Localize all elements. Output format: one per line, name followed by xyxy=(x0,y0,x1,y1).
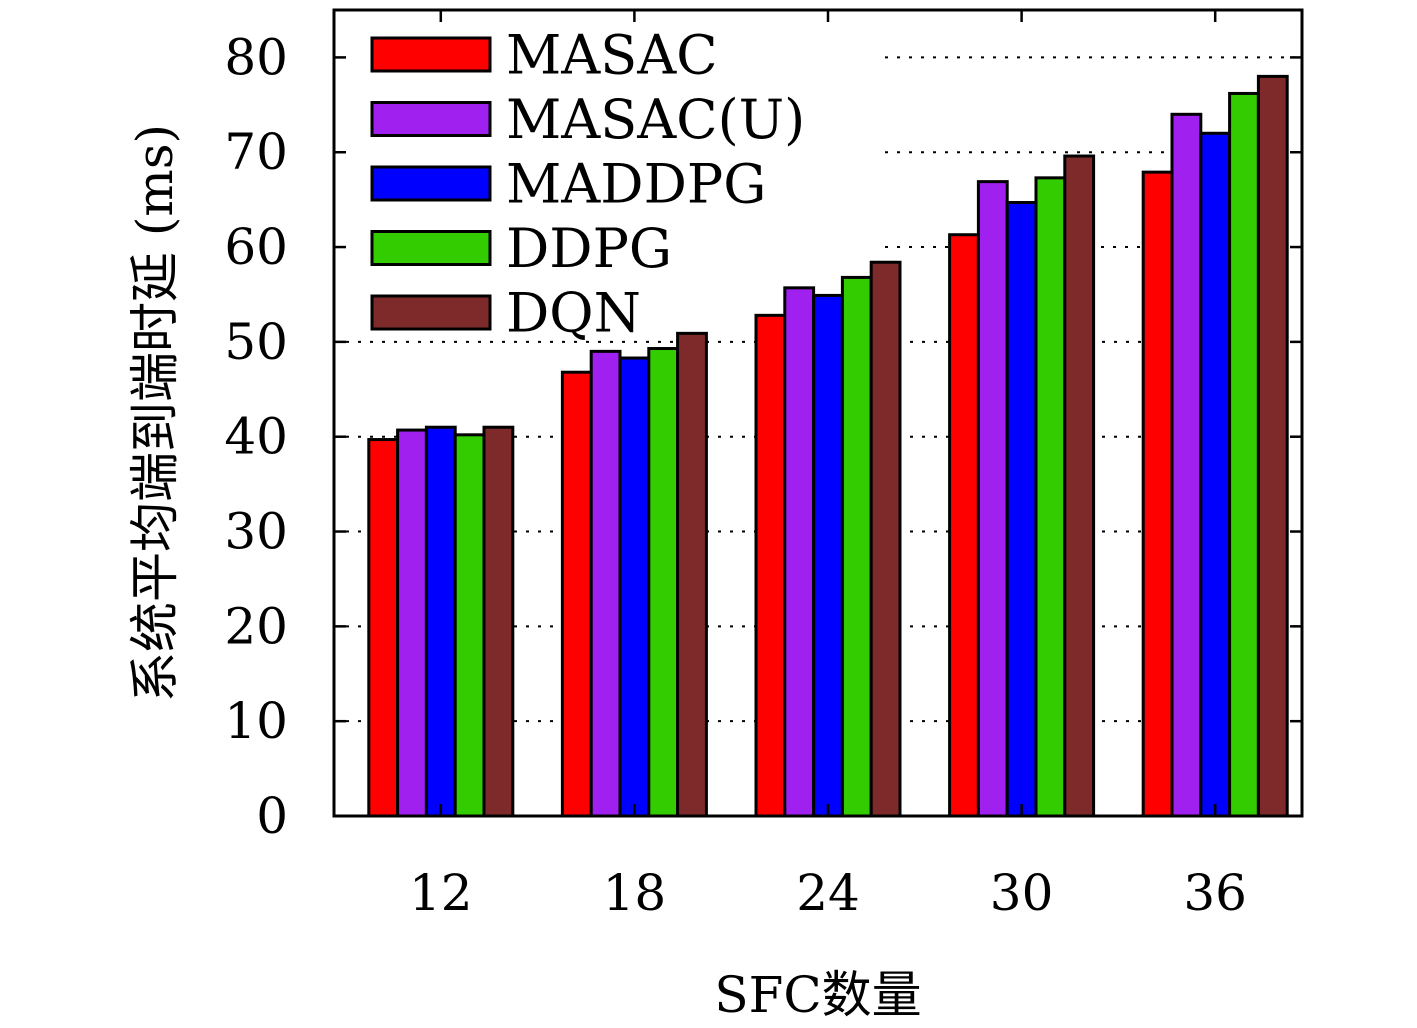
bar-maddpg-30 xyxy=(1005,200,1038,818)
bar-masac-u--12 xyxy=(396,428,428,818)
bar-ddpg-24 xyxy=(840,275,873,818)
bar-masac-30 xyxy=(948,233,980,818)
x-tick-label: 12 xyxy=(409,864,473,922)
bar-ddpg-36 xyxy=(1228,91,1260,818)
y-tick-label: 60 xyxy=(224,218,288,276)
legend-label: MADDPG xyxy=(506,153,766,216)
x-axis-ticks: 12 18 24 30 36 xyxy=(409,10,1247,922)
y-axis-title: 系统平均端到端时延 (ms) xyxy=(126,124,184,702)
bar-maddpg-12 xyxy=(424,425,457,818)
y-tick-label: 40 xyxy=(224,408,288,466)
legend-swatch xyxy=(370,101,492,137)
x-axis-title: SFC数量 xyxy=(714,966,921,1024)
bar-dqn-30 xyxy=(1063,154,1096,818)
bar-maddpg-36 xyxy=(1199,131,1232,818)
bar-dqn-36 xyxy=(1256,74,1289,818)
grid-lines xyxy=(334,56,1302,723)
legend-swatch xyxy=(370,294,492,331)
bar-ddpg-18 xyxy=(647,347,680,818)
axes xyxy=(332,8,1304,818)
y-tick-label: 0 xyxy=(256,787,288,845)
legend-swatch xyxy=(370,230,492,266)
bar-masac-36 xyxy=(1141,170,1174,818)
y-tick-label: 50 xyxy=(224,313,288,371)
y-tick-label: 20 xyxy=(224,597,288,655)
bar-masac-u--30 xyxy=(976,180,1009,818)
x-tick-label: 24 xyxy=(796,864,860,922)
bar-dqn-18 xyxy=(676,331,708,818)
x-tick-label: 36 xyxy=(1183,864,1247,922)
y-axis-ticks: 0 10 20 30 40 50 60 70 80 xyxy=(224,28,1302,845)
legend-swatch xyxy=(370,165,492,202)
y-tick-label: 10 xyxy=(224,692,288,750)
x-tick-label: 18 xyxy=(603,864,667,922)
bar-dqn-24 xyxy=(869,260,902,818)
legend-swatch xyxy=(370,36,492,73)
y-tick-label: 80 xyxy=(224,28,288,86)
bar-masac-u--24 xyxy=(783,286,816,818)
bar-masac-u--36 xyxy=(1170,112,1203,818)
bar-masac-12 xyxy=(367,438,400,818)
bar-maddpg-24 xyxy=(812,293,844,818)
legend-label: DDPG xyxy=(506,217,672,280)
legend-label: DQN xyxy=(506,282,641,345)
bar-masac-18 xyxy=(560,370,593,818)
bar-ddpg-30 xyxy=(1034,176,1067,818)
bars xyxy=(367,74,1289,818)
y-tick-label: 70 xyxy=(224,123,288,181)
bar-masac-u--18 xyxy=(589,349,622,818)
bar-ddpg-12 xyxy=(453,433,486,818)
bar-dqn-12 xyxy=(482,425,515,818)
bar-masac-24 xyxy=(754,313,787,818)
bar-maddpg-18 xyxy=(618,356,651,818)
x-tick-label: 30 xyxy=(990,864,1054,922)
plot-frame xyxy=(332,8,1304,818)
legend-label: MASAC(U) xyxy=(506,88,805,151)
legend-label: MASAC xyxy=(506,24,718,87)
y-tick-label: 30 xyxy=(224,503,288,561)
